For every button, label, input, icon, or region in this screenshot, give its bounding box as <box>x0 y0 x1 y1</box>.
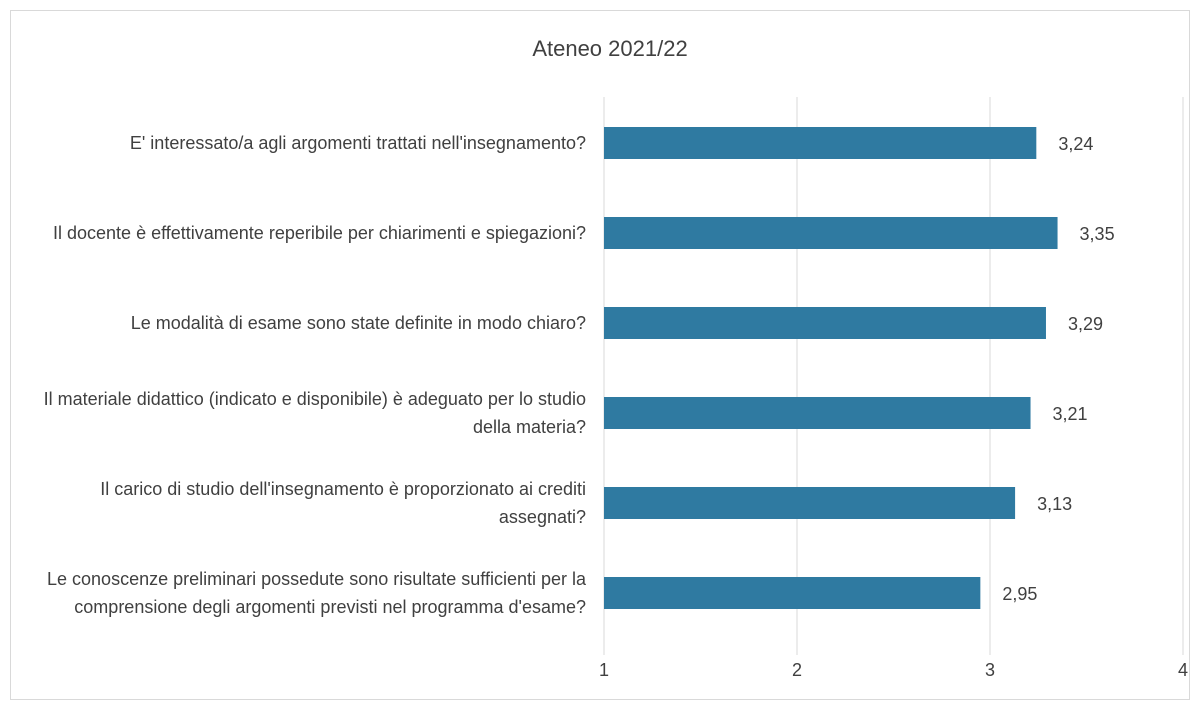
bar <box>604 397 1031 429</box>
value-label: 3,13 <box>1037 494 1072 514</box>
y-tick-label: Il carico di studio dell'insegnamento è … <box>100 479 586 527</box>
y-tick-label: Il materiale didattico (indicato e dispo… <box>43 389 586 437</box>
bar <box>604 487 1016 519</box>
x-tick-label: 3 <box>985 660 995 680</box>
bar <box>604 127 1037 159</box>
value-label: 2,95 <box>1002 584 1037 604</box>
y-tick-label: Le conoscenze preliminari possedute sono… <box>47 569 586 617</box>
value-label: 3,21 <box>1053 404 1088 424</box>
bar <box>604 577 981 609</box>
x-tick-label: 1 <box>599 660 609 680</box>
x-tick-label: 2 <box>792 660 802 680</box>
y-tick-label: E' interessato/a agli argomenti trattati… <box>129 133 586 153</box>
chart-border <box>10 10 1190 700</box>
bar <box>604 217 1058 249</box>
y-tick-label: Le modalità di esame sono state definite… <box>130 313 586 333</box>
value-label: 3,29 <box>1068 314 1103 334</box>
x-tick-label: 4 <box>1178 660 1188 680</box>
y-tick-label: Il docente è effettivamente reperibile p… <box>53 223 586 243</box>
value-label: 3,35 <box>1080 224 1115 244</box>
bar <box>604 307 1046 339</box>
value-label: 3,24 <box>1058 134 1093 154</box>
chart-title: Ateneo 2021/22 <box>532 36 687 61</box>
